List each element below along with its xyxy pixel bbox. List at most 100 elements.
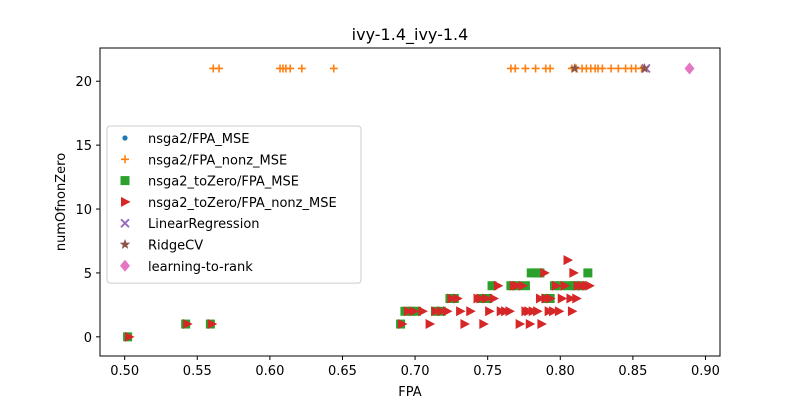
data-point	[487, 281, 497, 291]
y-tick-label: 5	[84, 267, 92, 282]
data-point	[447, 293, 457, 304]
data-point	[431, 306, 441, 317]
data-point	[540, 267, 550, 278]
data-point	[466, 306, 476, 317]
y-tick-label: 10	[75, 203, 92, 218]
data-point	[297, 64, 306, 73]
data-point	[639, 62, 650, 73]
chart-title: ivy-1.4_ivy-1.4	[352, 25, 469, 45]
y-axis: 0 5 10 15 20	[75, 75, 100, 346]
data-point	[511, 64, 520, 73]
data-point	[443, 306, 453, 317]
legend-label: learning-to-rank	[148, 260, 253, 275]
data-point	[286, 64, 295, 73]
data-point	[437, 306, 447, 317]
data-point	[460, 319, 470, 330]
x-tick-label: 0.70	[401, 364, 430, 379]
data-point	[425, 319, 436, 330]
x-axis: 0.50 0.55 0.60 0.65 0.70 0.75 0.80 0.85 0.90	[110, 356, 720, 379]
series-3	[125, 255, 595, 342]
legend-marker	[120, 176, 130, 186]
x-tick-label: 0.60	[255, 364, 284, 379]
data-point	[546, 64, 555, 73]
y-tick-label: 0	[84, 331, 92, 346]
x-tick-label: 0.75	[473, 364, 502, 379]
data-point	[535, 293, 546, 304]
x-tick-label: 0.55	[183, 364, 212, 379]
legend-label: nsga2_toZero/FPA_nonz_MSE	[148, 196, 337, 211]
legend-label: nsga2_toZero/FPA_MSE	[148, 175, 299, 190]
data-point	[518, 280, 529, 291]
data-point	[566, 293, 576, 304]
legend-marker	[120, 259, 130, 272]
data-point	[485, 306, 495, 317]
data-point	[482, 293, 492, 304]
data-point	[409, 306, 420, 317]
data-point	[533, 306, 543, 317]
data-point	[614, 64, 623, 73]
data-point	[607, 64, 616, 73]
data-point	[551, 280, 562, 291]
x-tick-label: 0.50	[110, 364, 139, 379]
data-point	[493, 280, 504, 291]
data-point	[489, 293, 499, 304]
x-tick-label: 0.65	[328, 364, 357, 379]
data-point	[215, 64, 224, 73]
series-5	[569, 62, 650, 73]
data-point	[684, 62, 695, 75]
legend-marker	[120, 218, 130, 228]
data-point	[526, 268, 536, 278]
legend-label: LinearRegression	[148, 217, 260, 232]
data-point	[585, 280, 595, 291]
data-point	[505, 306, 515, 317]
legend-marker	[122, 135, 128, 141]
x-axis-label: FPA	[398, 385, 421, 400]
data-point	[479, 319, 489, 330]
data-point	[554, 306, 565, 317]
data-point	[329, 64, 338, 73]
data-point	[453, 293, 463, 304]
y-tick-label: 15	[75, 139, 92, 154]
data-point	[515, 319, 526, 330]
legend-marker	[119, 239, 131, 249]
legend-label: nsga2/FPA_MSE	[148, 132, 249, 147]
data-point	[563, 255, 574, 266]
legend-label: RidgeCV	[148, 239, 203, 254]
plot-frame	[99, 47, 721, 357]
data-point	[521, 64, 530, 73]
data-point	[560, 280, 571, 291]
data-point	[598, 64, 607, 73]
series-6	[684, 62, 695, 75]
data-point	[572, 293, 582, 304]
legend-label: nsga2/FPA_nonz_MSE	[148, 153, 287, 168]
data-point	[569, 62, 581, 73]
y-tick-label: 20	[75, 75, 92, 90]
data-point	[567, 306, 578, 317]
legend-marker	[121, 196, 131, 207]
data-point	[207, 319, 218, 330]
x-tick-label: 0.85	[618, 364, 647, 379]
x-tick-label: 0.90	[691, 364, 720, 379]
data-point	[403, 306, 414, 317]
y-axis-label: numOfnonZero	[54, 153, 69, 251]
data-point	[456, 306, 466, 317]
data-marks	[123, 62, 695, 342]
data-point	[476, 293, 486, 304]
data-point	[537, 319, 547, 330]
data-point	[398, 319, 408, 330]
data-point	[525, 319, 536, 330]
data-point	[125, 331, 135, 342]
legend-marker	[121, 155, 129, 164]
data-point	[549, 306, 559, 317]
data-point	[583, 268, 593, 278]
data-point	[183, 319, 193, 330]
data-point	[546, 293, 556, 304]
x-tick-label: 0.80	[546, 364, 575, 379]
data-point	[569, 267, 579, 278]
data-point	[418, 306, 428, 317]
data-point	[512, 280, 523, 291]
data-point	[535, 268, 545, 278]
legend-box	[106, 125, 362, 284]
data-point	[557, 293, 568, 304]
